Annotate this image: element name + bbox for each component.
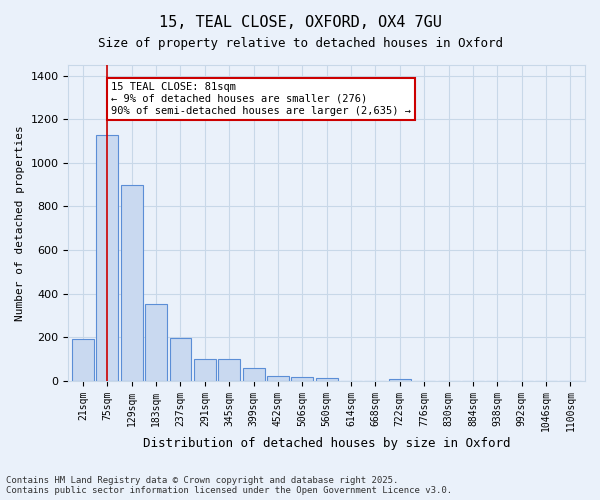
Bar (194, 359, 216, 380)
Bar (170, 338, 191, 380)
Bar (292, 376, 313, 380)
Bar (145, 304, 167, 380)
Bar (72, 339, 94, 380)
Bar (121, 184, 143, 380)
Bar (218, 359, 240, 380)
Bar (242, 368, 265, 380)
Text: 15, TEAL CLOSE, OXFORD, OX4 7GU: 15, TEAL CLOSE, OXFORD, OX4 7GU (158, 15, 442, 30)
Bar (97, 134, 118, 380)
Y-axis label: Number of detached properties: Number of detached properties (15, 125, 25, 320)
Text: Size of property relative to detached houses in Oxford: Size of property relative to detached ho… (97, 38, 503, 51)
Text: Contains HM Land Registry data © Crown copyright and database right 2025.
Contai: Contains HM Land Registry data © Crown c… (6, 476, 452, 495)
Bar (389, 379, 411, 380)
Bar (316, 378, 338, 380)
X-axis label: Distribution of detached houses by size in Oxford: Distribution of detached houses by size … (143, 437, 511, 450)
Text: 15 TEAL CLOSE: 81sqm
← 9% of detached houses are smaller (276)
90% of semi-detac: 15 TEAL CLOSE: 81sqm ← 9% of detached ho… (111, 82, 411, 116)
Bar (267, 376, 289, 380)
